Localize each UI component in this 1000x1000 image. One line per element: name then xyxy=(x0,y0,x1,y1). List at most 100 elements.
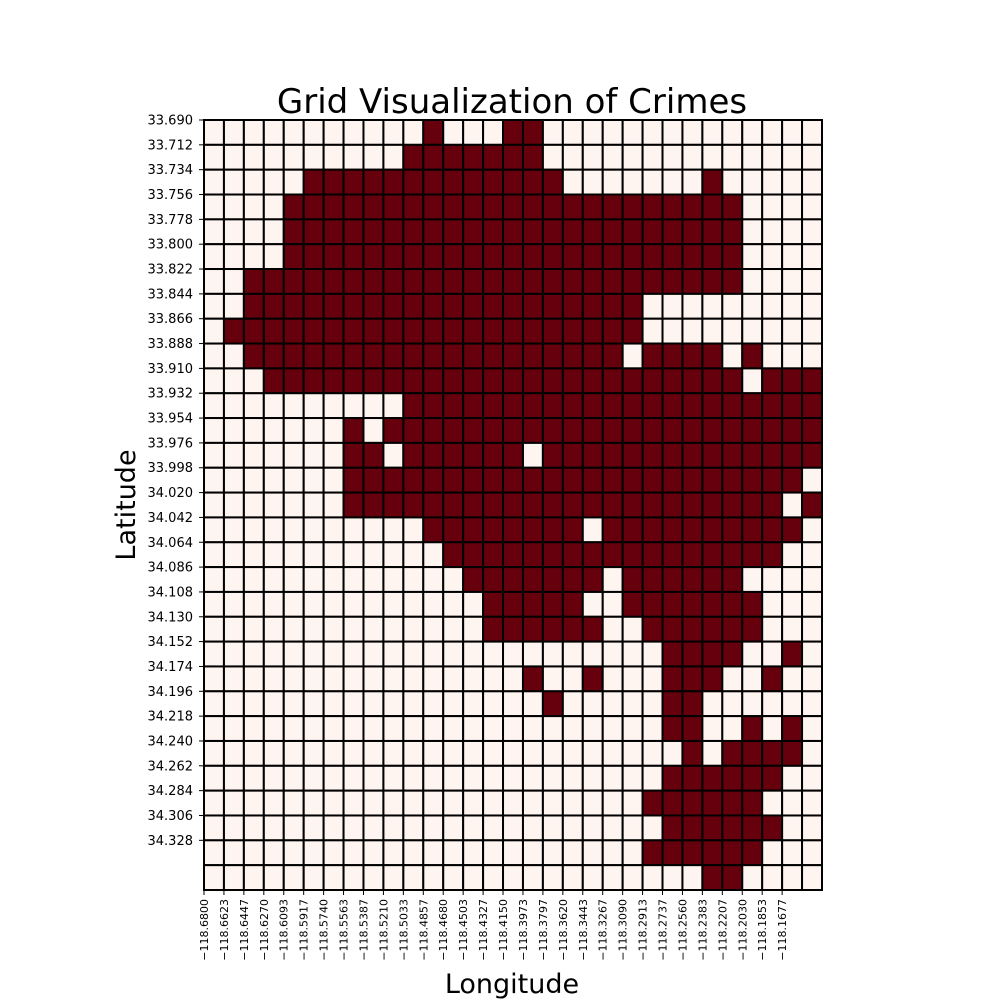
grid-cell-crime xyxy=(322,243,345,271)
grid-cell-crime xyxy=(382,193,405,221)
grid-cell-empty xyxy=(721,317,744,345)
grid-cell-crime xyxy=(502,392,524,420)
grid-cell-empty xyxy=(641,292,664,320)
grid-cell-crime xyxy=(322,168,345,196)
grid-cell-crime xyxy=(502,342,524,370)
grid-cell-empty xyxy=(342,739,365,767)
y-tick-label: 33.756 xyxy=(148,188,194,203)
grid-cell-empty xyxy=(203,466,225,494)
grid-cell-empty xyxy=(262,590,285,618)
x-tick-label: −118.4680 xyxy=(437,899,450,961)
grid-cell-empty xyxy=(761,715,784,742)
grid-cell-empty xyxy=(601,839,624,867)
grid-cell-crime xyxy=(681,541,704,569)
grid-cell-crime xyxy=(422,491,445,519)
grid-cell-empty xyxy=(203,665,225,693)
grid-cell-crime xyxy=(462,292,485,320)
grid-cell-crime xyxy=(581,417,604,444)
grid-cell-crime xyxy=(521,243,544,271)
grid-cell-crime xyxy=(641,839,664,867)
grid-cell-empty xyxy=(242,814,265,842)
grid-cell-empty xyxy=(362,392,385,420)
grid-cell-empty xyxy=(541,764,564,792)
grid-cell-empty xyxy=(402,665,425,693)
grid-cell-crime xyxy=(262,342,285,370)
grid-cell-empty xyxy=(362,715,385,742)
grid-cell-crime xyxy=(422,268,445,295)
grid-cell-crime xyxy=(382,243,405,271)
grid-cell-empty xyxy=(801,516,823,544)
grid-cell-empty xyxy=(661,864,684,891)
grid-cell-crime xyxy=(781,715,804,742)
grid-cell-crime xyxy=(761,466,784,494)
grid-cell-crime xyxy=(541,516,564,544)
grid-cell-crime xyxy=(621,466,644,494)
grid-cell-crime xyxy=(741,541,764,569)
grid-cell-empty xyxy=(342,690,365,718)
grid-cell-crime xyxy=(621,317,644,345)
grid-cell-crime xyxy=(741,392,764,420)
grid-cell-empty xyxy=(222,218,245,246)
grid-cell-empty xyxy=(462,739,485,767)
grid-cell-empty xyxy=(203,814,225,842)
grid-cell-empty xyxy=(502,764,524,792)
grid-cell-empty xyxy=(561,715,584,742)
grid-cell-crime xyxy=(482,516,505,544)
grid-cell-empty xyxy=(382,715,405,742)
grid-cell-empty xyxy=(561,119,584,146)
grid-cell-empty xyxy=(521,839,544,867)
grid-cell-crime xyxy=(761,814,784,842)
grid-cell-crime xyxy=(561,541,584,569)
grid-cell-empty xyxy=(262,690,285,718)
grid-cell-empty xyxy=(302,516,325,544)
grid-cell-empty xyxy=(222,739,245,767)
grid-cell-empty xyxy=(482,739,505,767)
grid-cell-empty xyxy=(561,640,584,668)
grid-cell-crime xyxy=(422,367,445,395)
grid-cell-empty xyxy=(801,739,823,767)
grid-cell-crime xyxy=(561,417,584,444)
grid-cell-empty xyxy=(322,466,345,494)
grid-cell-crime xyxy=(661,268,684,295)
grid-cell-empty xyxy=(262,119,285,146)
grid-cell-empty xyxy=(282,417,305,444)
grid-cell-empty xyxy=(761,243,784,271)
grid-cell-empty xyxy=(382,566,405,593)
x-tick-label: −118.4327 xyxy=(477,899,490,961)
grid-cell-empty xyxy=(302,590,325,618)
grid-cell-empty xyxy=(761,193,784,221)
grid-cell-crime xyxy=(482,342,505,370)
grid-cell-empty xyxy=(701,292,724,320)
grid-cell-empty xyxy=(761,342,784,370)
grid-cell-empty xyxy=(741,143,764,171)
grid-cell-empty xyxy=(741,292,764,320)
grid-cell-crime xyxy=(681,516,704,544)
grid-cell-empty xyxy=(462,715,485,742)
grid-cell-empty xyxy=(581,814,604,842)
grid-cell-crime xyxy=(242,268,265,295)
grid-cell-empty xyxy=(701,739,724,767)
grid-cell-crime xyxy=(581,193,604,221)
grid-cell-crime xyxy=(621,218,644,246)
y-tick-label: 33.800 xyxy=(148,238,194,253)
grid-cell-crime xyxy=(561,491,584,519)
grid-cell-empty xyxy=(382,665,405,693)
grid-cell-empty xyxy=(422,814,445,842)
grid-cell-crime xyxy=(641,193,664,221)
grid-cell-empty xyxy=(302,739,325,767)
grid-cell-crime xyxy=(462,317,485,345)
grid-cell-empty xyxy=(761,119,784,146)
grid-cell-crime xyxy=(282,243,305,271)
grid-cell-crime xyxy=(521,466,544,494)
grid-cell-empty xyxy=(282,615,305,643)
grid-cell-crime xyxy=(721,417,744,444)
grid-cell-empty xyxy=(322,864,345,891)
grid-cell-empty xyxy=(222,367,245,395)
grid-cell-crime xyxy=(721,218,744,246)
grid-cell-empty xyxy=(561,814,584,842)
grid-cell-empty xyxy=(781,764,804,792)
grid-cell-crime xyxy=(601,516,624,544)
grid-cell-crime xyxy=(761,441,784,469)
grid-cell-empty xyxy=(242,243,265,271)
x-tick-label: −118.2207 xyxy=(716,899,729,961)
